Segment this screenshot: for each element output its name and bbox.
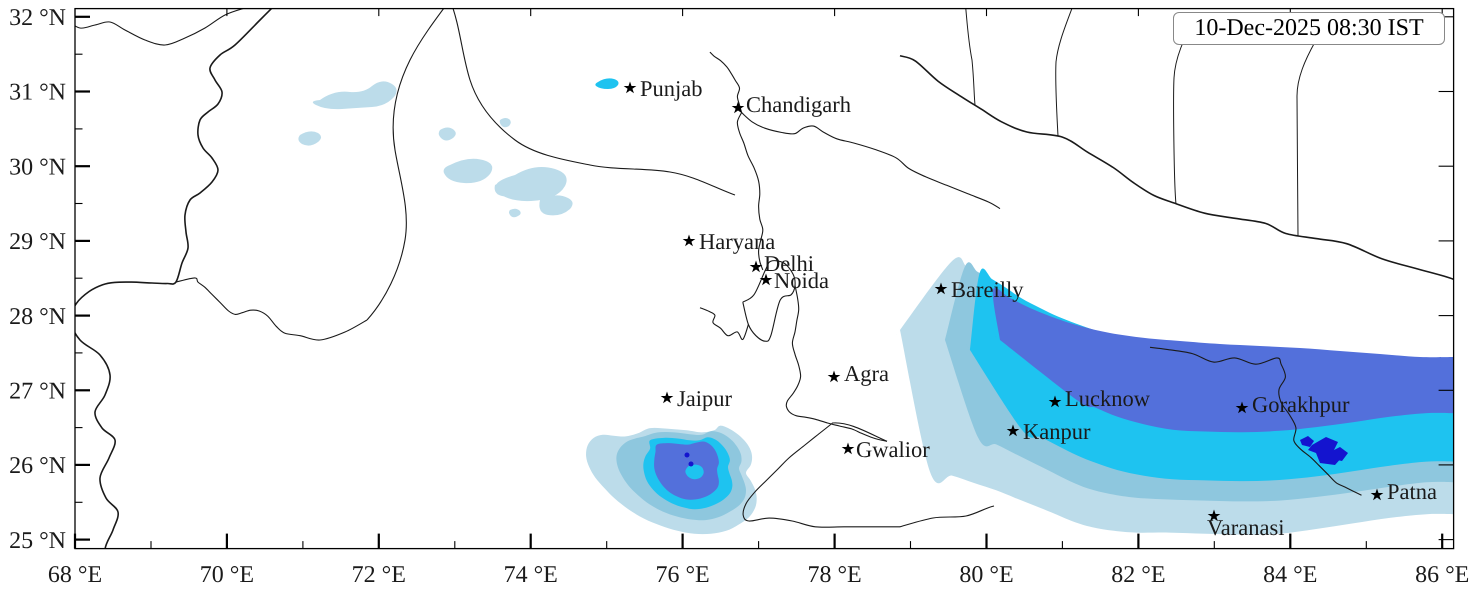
svg-text:74 °E: 74 °E <box>504 562 558 588</box>
svg-text:Lucknow: Lucknow <box>1065 386 1151 411</box>
svg-text:78 °E: 78 °E <box>807 562 861 588</box>
svg-text:70 °E: 70 °E <box>200 562 254 588</box>
svg-text:82 °E: 82 °E <box>1111 562 1165 588</box>
svg-text:Kanpur: Kanpur <box>1023 419 1091 444</box>
svg-text:76 °E: 76 °E <box>655 562 709 588</box>
svg-text:32 °N: 32 °N <box>9 5 66 31</box>
svg-text:Gorakhpur: Gorakhpur <box>1252 392 1350 417</box>
svg-text:Agra: Agra <box>844 361 889 386</box>
svg-text:Jaipur: Jaipur <box>677 386 732 411</box>
svg-text:Noida: Noida <box>774 268 829 293</box>
svg-text:84 °E: 84 °E <box>1263 562 1317 588</box>
svg-text:27 °N: 27 °N <box>9 379 66 405</box>
svg-text:86 °E: 86 °E <box>1415 562 1469 588</box>
svg-text:Varanasi: Varanasi <box>1207 515 1284 540</box>
svg-text:Punjab: Punjab <box>640 76 703 101</box>
svg-text:72 °E: 72 °E <box>352 562 406 588</box>
svg-text:26 °N: 26 °N <box>9 453 66 479</box>
svg-text:Patna: Patna <box>1387 479 1437 504</box>
svg-text:30 °N: 30 °N <box>9 154 66 180</box>
svg-text:25 °N: 25 °N <box>9 528 66 554</box>
svg-text:80 °E: 80 °E <box>959 562 1013 588</box>
svg-text:28 °N: 28 °N <box>9 304 66 330</box>
svg-text:Chandigarh: Chandigarh <box>746 92 851 117</box>
svg-text:31 °N: 31 °N <box>9 80 66 106</box>
svg-text:29 °N: 29 °N <box>9 229 66 255</box>
svg-text:Bareilly: Bareilly <box>951 277 1024 302</box>
svg-text:Gwalior: Gwalior <box>856 437 930 462</box>
svg-text:68 °E: 68 °E <box>48 562 102 588</box>
